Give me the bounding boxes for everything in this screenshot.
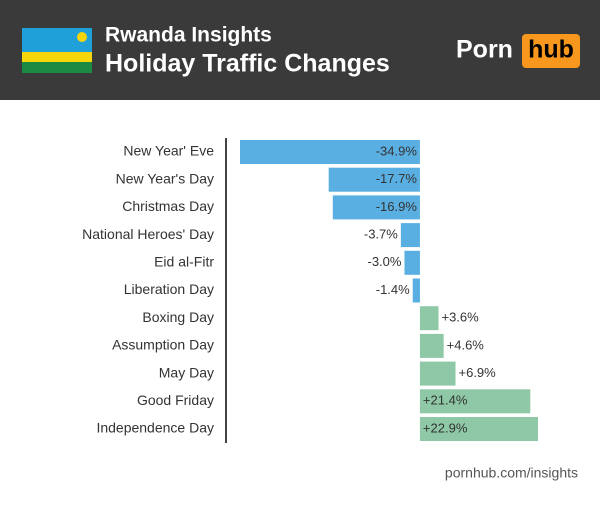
- header-band: [0, 0, 600, 100]
- logo-first: Porn: [456, 36, 513, 64]
- logo-second: hub: [528, 36, 574, 64]
- footer: pornhub.com/insights: [445, 465, 578, 481]
- bar: [419, 361, 456, 386]
- category-label: New Year' Eve: [123, 143, 214, 159]
- value-label: +21.4%: [423, 393, 468, 408]
- category-label: Independence Day: [96, 420, 214, 436]
- flag: [22, 28, 92, 73]
- bar: [419, 389, 531, 414]
- value-label: -17.7%: [376, 171, 418, 186]
- value-label: +4.6%: [447, 337, 485, 352]
- value-label: +6.9%: [459, 365, 497, 380]
- logo-box: [522, 34, 580, 68]
- bar: [404, 250, 420, 275]
- category-label: National Heroes' Day: [82, 226, 214, 242]
- category-label: Boxing Day: [142, 309, 214, 325]
- category-label: May Day: [159, 364, 214, 380]
- value-label: -1.4%: [376, 282, 410, 297]
- category-label: Christmas Day: [122, 198, 214, 214]
- bar: [419, 333, 444, 358]
- category-label: New Year's Day: [116, 170, 214, 186]
- bar: [240, 140, 420, 164]
- bar: [328, 167, 420, 192]
- category-label: Liberation Day: [124, 281, 214, 297]
- bar: [400, 223, 420, 248]
- value-label: -34.9%: [376, 143, 418, 158]
- value-label: -3.0%: [367, 254, 401, 269]
- category-label: Good Friday: [137, 392, 214, 408]
- value-label: +3.6%: [441, 310, 479, 325]
- bar: [419, 417, 538, 441]
- category-label: Assumption Day: [112, 337, 214, 353]
- bar: [419, 306, 439, 331]
- title: Rwanda Insights: [105, 24, 272, 47]
- bar: [412, 278, 420, 303]
- subtitle: Holiday Traffic Changes: [105, 50, 390, 78]
- category-label: Eid al-Fitr: [154, 254, 214, 270]
- bar: [332, 195, 420, 220]
- value-label: +22.9%: [423, 420, 468, 435]
- value-label: -16.9%: [376, 199, 418, 214]
- value-label: -3.7%: [364, 227, 398, 242]
